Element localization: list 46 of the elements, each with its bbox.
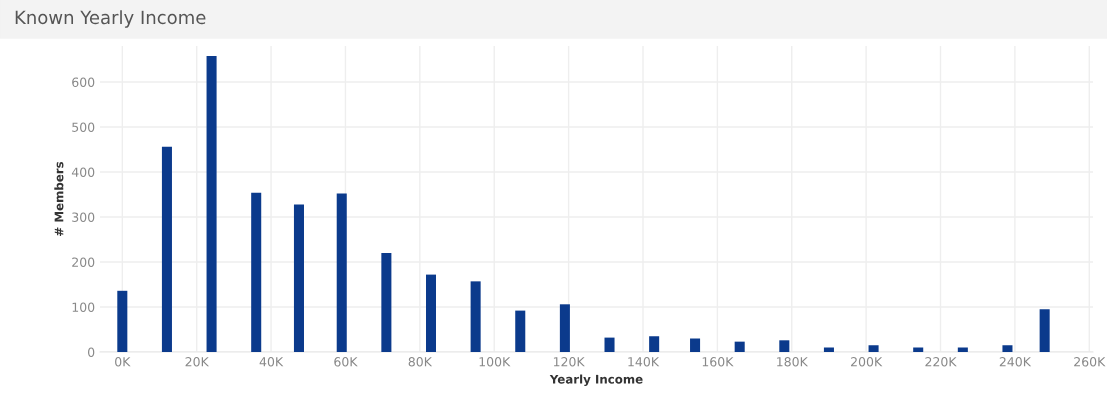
- x-tick-label: 60K: [334, 357, 358, 367]
- y-tick-label: 0: [88, 347, 95, 357]
- x-tick-label: 240K: [999, 357, 1032, 367]
- bar: [206, 55, 217, 352]
- x-tick-label: 80K: [408, 357, 433, 367]
- y-tick-label: 100: [72, 302, 95, 312]
- bar: [779, 340, 790, 352]
- bar: [868, 345, 879, 352]
- bar: [649, 336, 660, 352]
- bar: [690, 338, 701, 352]
- x-tick-label: 200K: [851, 357, 883, 367]
- bar: [559, 304, 570, 352]
- x-axis-title: Yearly Income: [549, 374, 643, 387]
- bar: [425, 274, 437, 352]
- bar: [604, 337, 615, 352]
- x-tick-label: 120K: [553, 357, 585, 367]
- bar: [251, 192, 262, 352]
- y-axis-title: # Members: [54, 161, 64, 236]
- y-tick-label: 200: [72, 257, 95, 267]
- bar: [957, 347, 968, 352]
- x-tick-label: 160K: [702, 357, 734, 367]
- bar: [470, 281, 481, 352]
- bar: [161, 146, 172, 352]
- bar: [1039, 309, 1050, 352]
- y-tick-label: 400: [71, 167, 95, 177]
- bar: [1002, 345, 1013, 352]
- x-tick-label: 220K: [925, 357, 957, 367]
- bar: [117, 290, 128, 352]
- x-tick-label: 180K: [777, 357, 809, 367]
- bar: [734, 341, 745, 352]
- x-tick-label: 0K: [115, 357, 131, 367]
- bar: [293, 204, 304, 352]
- bar: [515, 310, 526, 352]
- y-tick-label: 600: [72, 77, 95, 87]
- y-tick-label: 300: [72, 212, 95, 222]
- bar: [823, 347, 834, 352]
- bar: [336, 193, 347, 352]
- bar: [913, 347, 924, 352]
- bar: [381, 253, 392, 352]
- chart-title: Known Yearly Income: [15, 10, 206, 28]
- x-tick-label: 100K: [479, 357, 511, 367]
- x-tick-label: 40K: [259, 357, 284, 367]
- x-tick-label: 260K: [1074, 357, 1106, 367]
- x-tick-label: 20K: [185, 357, 210, 367]
- x-tick-label: 140K: [628, 357, 660, 367]
- y-tick-label: 500: [72, 122, 95, 132]
